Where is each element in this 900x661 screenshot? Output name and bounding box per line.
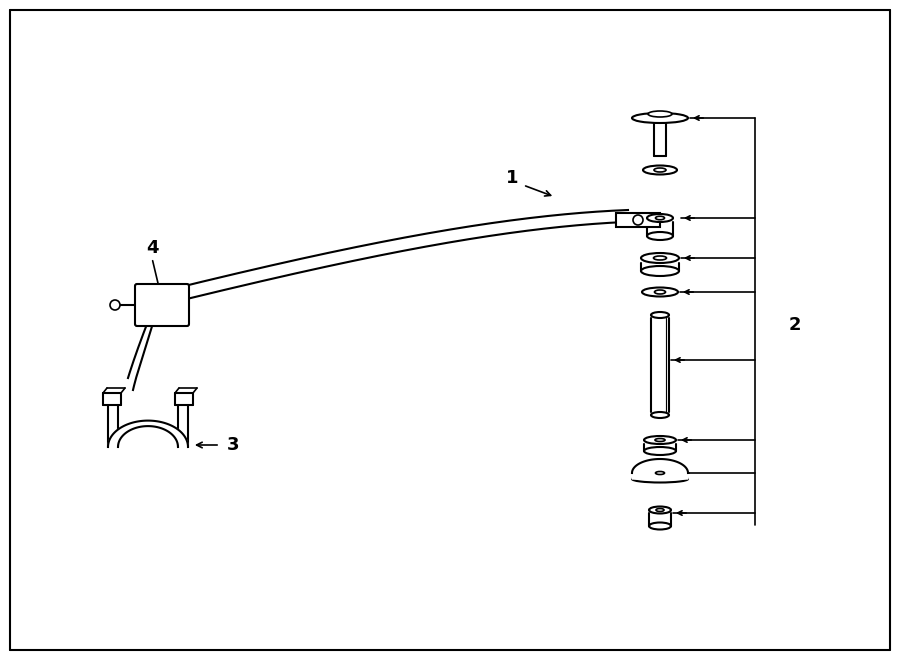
Ellipse shape [647, 232, 673, 240]
Text: 2: 2 [788, 316, 801, 334]
Circle shape [633, 215, 643, 225]
Ellipse shape [641, 253, 679, 263]
Ellipse shape [651, 412, 669, 418]
Polygon shape [158, 210, 628, 306]
Ellipse shape [642, 288, 678, 297]
Ellipse shape [632, 113, 688, 123]
Ellipse shape [647, 214, 673, 222]
Text: 4: 4 [146, 239, 158, 257]
Ellipse shape [654, 290, 665, 294]
Polygon shape [632, 459, 688, 479]
Ellipse shape [655, 471, 664, 475]
Ellipse shape [655, 216, 664, 219]
Polygon shape [128, 292, 160, 390]
Ellipse shape [653, 256, 667, 260]
FancyBboxPatch shape [135, 284, 189, 326]
Ellipse shape [644, 436, 676, 444]
Ellipse shape [649, 522, 671, 529]
Ellipse shape [644, 447, 676, 455]
Text: 3: 3 [227, 436, 239, 454]
Ellipse shape [655, 438, 665, 442]
Polygon shape [108, 420, 188, 447]
Ellipse shape [651, 312, 669, 318]
Ellipse shape [649, 506, 671, 514]
Ellipse shape [643, 165, 677, 175]
Circle shape [110, 300, 120, 310]
Ellipse shape [656, 508, 664, 512]
Bar [616, 213, 660, 227]
Ellipse shape [632, 475, 688, 483]
Text: 1: 1 [506, 169, 518, 187]
Ellipse shape [648, 111, 672, 117]
Ellipse shape [641, 266, 679, 276]
Ellipse shape [654, 168, 666, 172]
